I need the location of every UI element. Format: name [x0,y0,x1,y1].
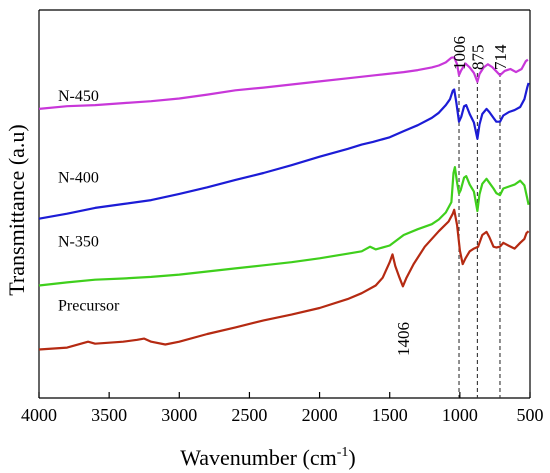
x-tick-label: 500 [517,405,544,425]
reference-label: 875 [468,45,487,71]
y-axis-title: Transmittance (a.u) [4,124,29,295]
x-tick-label: 2500 [231,405,267,425]
x-ticks: 4000 3500 3000 2500 2000 1500 1000 500 [21,392,544,425]
reference-label: 1006 [450,36,469,70]
x-axis-title-superscript: -1 [337,445,349,460]
plot-area [38,9,531,399]
series-line-precursor [38,208,530,351]
series-label: N-450 [58,88,99,105]
x-tick-label: 2000 [302,405,338,425]
x-axis-title: Wavenumber (cm-1) [180,445,355,470]
series-label: Precursor [58,298,120,315]
x-tick-label: 1500 [372,405,408,425]
x-axis-title-main: Wavenumber (cm [180,445,336,470]
series-group [38,56,530,351]
labels: 1006 875 714 N-450 N-400 N-350 Precursor 1406 [58,36,510,356]
series-line-n-450 [38,56,529,110]
x-tick-label: 3000 [161,405,197,425]
x-tick-label: 3500 [91,405,127,425]
peak-annotation: 1406 [394,322,413,356]
series-line-n-400 [38,82,530,220]
series-label: N-400 [58,170,99,187]
x-tick-label: 4000 [21,405,57,425]
x-tick-label: 1000 [442,405,478,425]
reference-label: 714 [491,44,510,70]
x-axis-title-suffix: ) [348,445,355,470]
series-line-n-350 [38,166,530,287]
series-label: N-350 [58,234,99,251]
